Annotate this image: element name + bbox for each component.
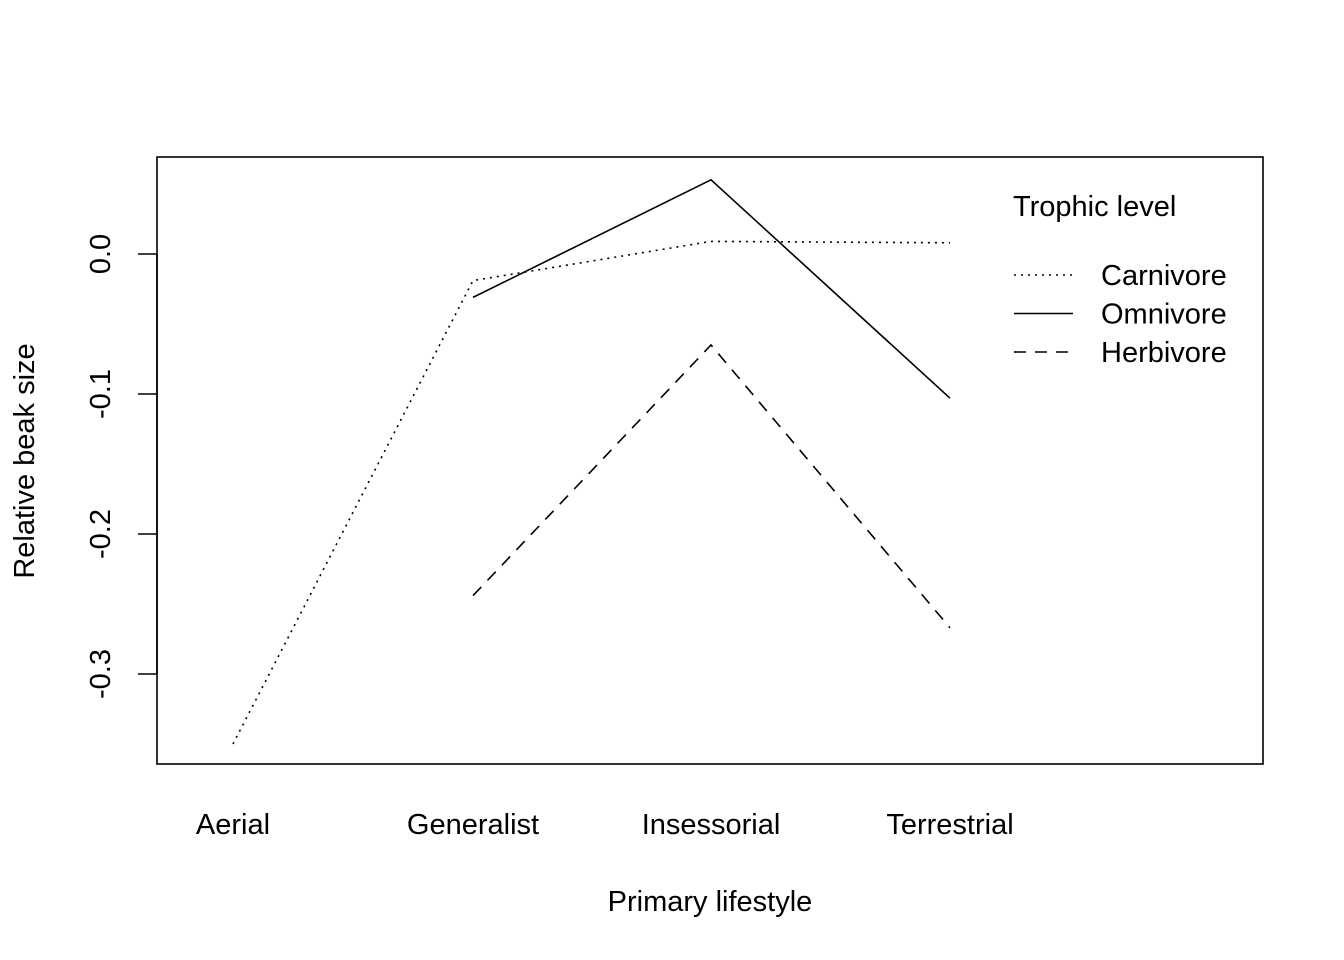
y-tick-label: -0.1 [85, 369, 117, 419]
y-tick-label: -0.3 [85, 649, 117, 699]
legend: Trophic level Carnivore Omnivore Herbivore [1013, 191, 1227, 369]
x-axis: Aerial Generalist Insessorial Terrestrial [196, 809, 1014, 841]
legend-label-herbivore: Herbivore [1101, 337, 1227, 369]
series-line-omnivore [472, 178, 951, 399]
y-tick-label: 0.0 [85, 234, 117, 274]
legend-label-omnivore: Omnivore [1101, 299, 1227, 331]
series-lines [232, 178, 951, 745]
x-tick-label: Terrestrial [886, 809, 1013, 841]
legend-label-carnivore: Carnivore [1101, 260, 1227, 292]
x-tick-label: Aerial [196, 809, 270, 841]
y-axis-label: Relative beak size [9, 343, 41, 578]
x-tick-label: Insessorial [642, 809, 781, 841]
legend-title: Trophic level [1013, 191, 1176, 223]
plot-frame [156, 156, 1264, 765]
y-axis: 0.0 -0.1 -0.2 -0.3 [85, 234, 158, 699]
x-axis-label: Primary lifestyle [608, 886, 813, 918]
y-tick-label: -0.2 [85, 509, 117, 559]
x-tick-label: Generalist [407, 809, 539, 841]
series-line-herbivore [472, 343, 951, 629]
series-line-carnivore [232, 240, 951, 745]
